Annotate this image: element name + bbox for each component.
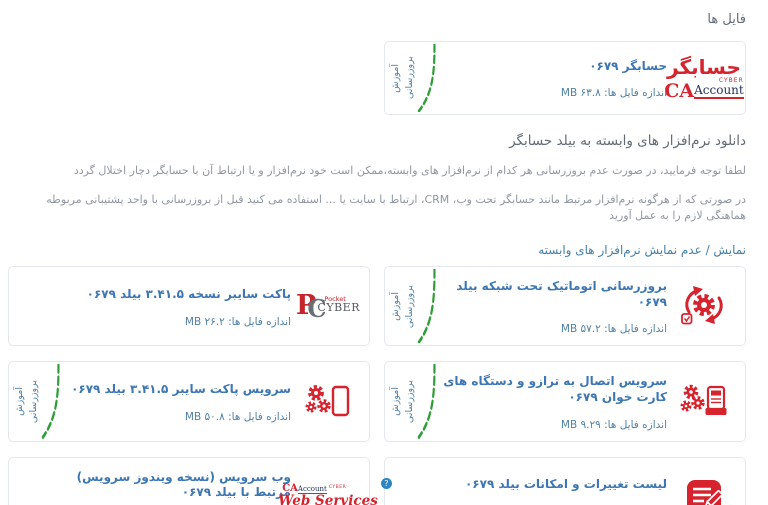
ca-monogram: CA — [664, 79, 695, 102]
cyber-label: CYBER — [328, 484, 347, 490]
card-title[interactable]: پاکت سایبر نسخه ۳.۴۱.۵ بیلد ۰۶۷۹ — [86, 286, 291, 301]
card-file-size: اندازه فایل ها: ۵۰.۸ MB — [184, 410, 291, 423]
hesabgar-logo: حسابگر CA CYBER Account — [664, 57, 744, 100]
hesabgar-brand-fa: حسابگر — [667, 55, 742, 80]
notice-paragraph-2: در صورتی که از هرگونه نرم‌افزار مرتبط ما… — [46, 193, 746, 222]
gears-card-reader-icon — [673, 380, 735, 422]
download-card-web-service[interactable]: ? CA Account CYBER Web Services وب سرویس… — [8, 456, 392, 505]
download-card-changelog[interactable]: لیست تغییرات و امکانات بیلد ۰۶۷۹ اندازه … — [384, 456, 746, 505]
pc-letter-p: P — [296, 289, 317, 321]
cyber-label: CYBER — [317, 301, 360, 315]
download-card-auto-update[interactable]: بروزرسانی اتوماتیک تحت شبکه بیلد ۰۶۷۹ ان… — [384, 266, 746, 347]
card-title[interactable]: لیست تغییرات و امکانات بیلد ۰۶۷۹ — [464, 477, 667, 492]
training-link-vertical[interactable]: آموزش — [390, 291, 401, 321]
web-services-label: Web Services — [278, 493, 378, 505]
gears-phone-icon — [297, 380, 359, 422]
card-file-size: اندازه فایل ها: ۵۷.۲ MB — [560, 323, 667, 336]
card-file-size: اندازه فایل ها: ۲۶.۲ MB — [184, 315, 291, 328]
section-heading: دانلود نرم‌افزار های وابسته به بیلد حساب… — [509, 133, 746, 149]
toggle-related-apps-link[interactable]: نمایش / عدم نمایش نرم‌افزار های وابسته — [538, 243, 746, 258]
changelog-document-pencil-icon — [673, 476, 735, 505]
side-actions: بروزرسانی آموزش — [389, 44, 439, 112]
main-card-file-size: اندازه فایل ها: ۶۳.۸ MB — [560, 87, 667, 100]
info-icon[interactable]: ? — [380, 478, 392, 490]
account-label: Account — [297, 485, 327, 495]
training-link-vertical[interactable]: آموزش — [390, 387, 401, 416]
files-heading: فایل ها — [707, 12, 746, 27]
card-title[interactable]: بروزرسانی اتوماتیک تحت شبکه بیلد ۰۶۷۹ — [456, 279, 667, 309]
card-title[interactable]: سرویس اتصال به ترازو و دستگاه های کارت خ… — [443, 374, 667, 404]
download-card-pocket-cyber[interactable]: P C Pocket CYBER پاکت سایبر نسخه ۳.۴۱.۵ … — [8, 266, 370, 347]
update-link-vertical[interactable]: بروزرسانی — [403, 56, 415, 100]
web-services-logo: ? CA Account CYBER Web Services — [278, 478, 392, 505]
card-title[interactable]: وب سرویس (نسخه ویندوز سرویس) مرتبط با بی… — [76, 469, 291, 500]
card-title[interactable]: سرویس پاکت سایبر ۳.۴۱.۵ بیلد ۰۶۷۹ — [71, 382, 291, 397]
training-link-vertical[interactable]: آموزش — [14, 387, 25, 416]
side-actions: بروزرسانی آموزش — [13, 364, 63, 439]
dashed-curve-decoration — [417, 364, 436, 439]
card-file-size: اندازه فایل ها: ۹.۲۹ MB — [560, 418, 667, 431]
side-actions: بروزرسانی آموزش — [389, 364, 439, 439]
dashed-curve-decoration — [41, 364, 60, 439]
top-row-spacer — [8, 41, 370, 115]
main-download-card[interactable]: حسابگر CA CYBER Account حسابگر ۰۶۷۹ اندا… — [384, 41, 746, 115]
pc-letter-c: C — [307, 293, 327, 323]
update-link-vertical[interactable]: بروزرسانی — [403, 379, 415, 423]
ca-monogram: CA — [282, 483, 298, 495]
training-link-vertical[interactable]: آموزش — [390, 63, 401, 93]
related-apps-grid: بروزرسانی اتوماتیک تحت شبکه بیلد ۰۶۷۹ ان… — [8, 266, 746, 505]
dashed-curve-decoration — [417, 269, 436, 344]
sync-gear-checkbox-icon — [673, 285, 735, 327]
side-actions: بروزرسانی آموزش — [389, 269, 439, 344]
pocket-cyber-logo: P C Pocket CYBER — [296, 289, 360, 323]
account-label: Account — [694, 83, 744, 99]
top-card-row: حسابگر CA CYBER Account حسابگر ۰۶۷۹ اندا… — [8, 41, 746, 115]
pocket-label: Pocket — [324, 294, 346, 303]
notice-paragraph-1: لطفا توجه فرمایید، در صورت عدم بروزرسانی… — [73, 164, 746, 177]
update-link-vertical[interactable]: بروزرسانی — [27, 379, 39, 423]
main-card-title[interactable]: حسابگر ۰۶۷۹ — [589, 58, 667, 73]
dashed-curve-decoration — [417, 44, 436, 112]
download-card-scale-cardreader[interactable]: سرویس اتصال به ترازو و دستگاه های کارت خ… — [384, 361, 746, 442]
download-card-pocket-service[interactable]: سرویس پاکت سایبر ۳.۴۱.۵ بیلد ۰۶۷۹ اندازه… — [8, 361, 370, 442]
update-link-vertical[interactable]: بروزرسانی — [403, 284, 415, 328]
cyber-label: CYBER — [718, 77, 744, 85]
